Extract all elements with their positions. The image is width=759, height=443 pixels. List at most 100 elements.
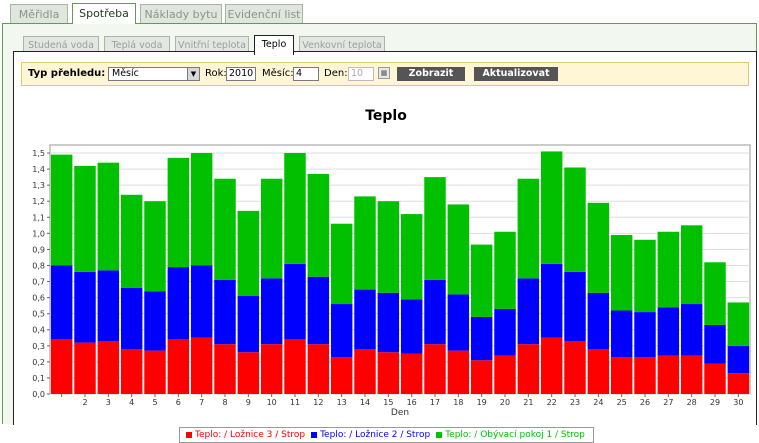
bar-segment [120,194,143,288]
bar-segment [330,223,353,305]
bar-segment [727,373,750,394]
x-tick-label: 17 [430,398,440,407]
bar-segment [190,337,213,394]
y-tick-label: 0,3 [32,342,45,351]
bar-segment [377,201,400,293]
sub-tab-0[interactable]: Studená voda [23,36,99,54]
x-tick-label: 10 [267,398,277,407]
x-tick-label: 5 [152,398,157,407]
legend-swatch [311,431,318,438]
bar-segment [657,307,680,356]
sub-tab-4[interactable]: Venkovní teplota [299,36,385,54]
bar-segment [564,340,586,394]
bar-segment [447,204,470,295]
bar-segment [657,231,680,308]
bar-segment [680,225,703,305]
bar-segment [587,292,610,350]
month-input[interactable]: 4 [293,67,319,81]
bar-segment [564,271,586,341]
x-tick-label: 4 [129,398,134,407]
x-tick-label: 25 [617,398,627,407]
bar-segment [97,162,120,271]
bar-segment [517,178,540,279]
x-tick-label: 19 [477,398,487,407]
bar-segment [74,271,96,343]
y-tick-label: 0,7 [32,278,45,287]
bar-segment [517,278,540,345]
bar-segment [120,349,143,394]
bar-segment [470,316,493,361]
bar-segment [634,312,656,358]
x-tick-label: 11 [290,398,300,407]
bar-segment [50,154,73,266]
x-tick-label: 26 [640,398,650,407]
type-select[interactable]: Měsíc ▼ [108,67,200,81]
type-label: Typ přehledu: [28,68,106,79]
sub-tab-2[interactable]: Vnitřní teplota [175,36,249,54]
bar-segment [307,344,330,394]
plot-area [49,144,751,395]
bar-segment [237,210,260,297]
x-tick-label: 7 [199,398,204,407]
chart-legend: Teplo: / Ložnice 3 / Strop Teplo: / Ložni… [179,427,594,443]
x-tick-label: 21 [523,398,533,407]
y-tick-label: 0,0 [32,390,45,399]
bar-segment [330,357,353,394]
bar-segment [610,357,633,394]
tab-2[interactable]: Náklady bytu [140,4,222,23]
x-tick-label: 2 [82,398,87,407]
x-tick-label: 9 [246,398,251,407]
bar-segment [284,339,306,394]
bar-segment [494,355,516,394]
bar-segment [424,279,446,345]
bar-segment [424,177,446,280]
tab-1[interactable]: Spotřeba [72,3,136,24]
x-tick-label: 14 [360,398,370,407]
bar-segment [97,270,120,341]
spotreba-panel: Studená voda Teplá voda Vnitřní teplota Tep… [2,23,757,443]
y-tick-label: 1,2 [32,197,45,206]
bar-segment [284,263,306,340]
month-label: Měsíc: [262,68,294,79]
bar-segment [727,302,750,346]
bar-segment [680,304,703,356]
bar-segment [377,292,400,353]
x-axis-title: Den [391,408,409,418]
tab-3[interactable]: Evidenční list [225,4,303,23]
bar-segment [237,352,260,394]
bar-segment [540,337,563,394]
sub-tab-3[interactable]: Teplo [254,35,294,55]
bar-segment [354,289,376,350]
legend-swatch [436,431,443,438]
bar-segment [540,151,563,264]
bar-segment [470,244,493,317]
bar-segment [307,173,330,277]
type-select-value: Měsíc [112,68,139,79]
sub-tab-1[interactable]: Teplá voda [104,36,170,54]
bar-segment [74,165,96,272]
show-button[interactable]: Zobrazit [397,67,465,81]
bar-segment [50,265,73,340]
legend-label: Teplo: / Ložnice 2 / Strop [320,430,431,440]
bar-segment [260,344,283,394]
legend-label: Teplo: / Obývací pokoj 1 / Strop [445,430,585,440]
y-tick-label: 0,5 [32,310,45,319]
bar-segment [704,262,726,325]
x-tick-label: 18 [453,398,463,407]
year-input[interactable]: 2010 [226,67,256,81]
bar-segment [657,355,680,394]
chevron-down-icon[interactable]: ▼ [187,68,199,80]
filter-bar: Typ přehledu: Měsíc ▼ Rok: 2010 Měsíc: 4… [21,62,749,86]
x-tick-label: 12 [313,398,323,407]
bar-segment [144,201,166,292]
bar-segment [517,344,540,394]
legend-label: Teplo: / Ložnice 3 / Strop [195,430,306,440]
x-tick-label: 6 [176,398,181,407]
bar-segment [190,153,213,266]
y-tick-label: 1,3 [32,181,45,190]
tab-0[interactable]: Měřidla [10,4,68,23]
bar-segment [354,196,376,290]
calendar-icon[interactable]: ▦ [378,67,390,79]
refresh-button[interactable]: Aktualizovat [474,67,558,81]
day-input[interactable]: 10 [348,67,374,81]
